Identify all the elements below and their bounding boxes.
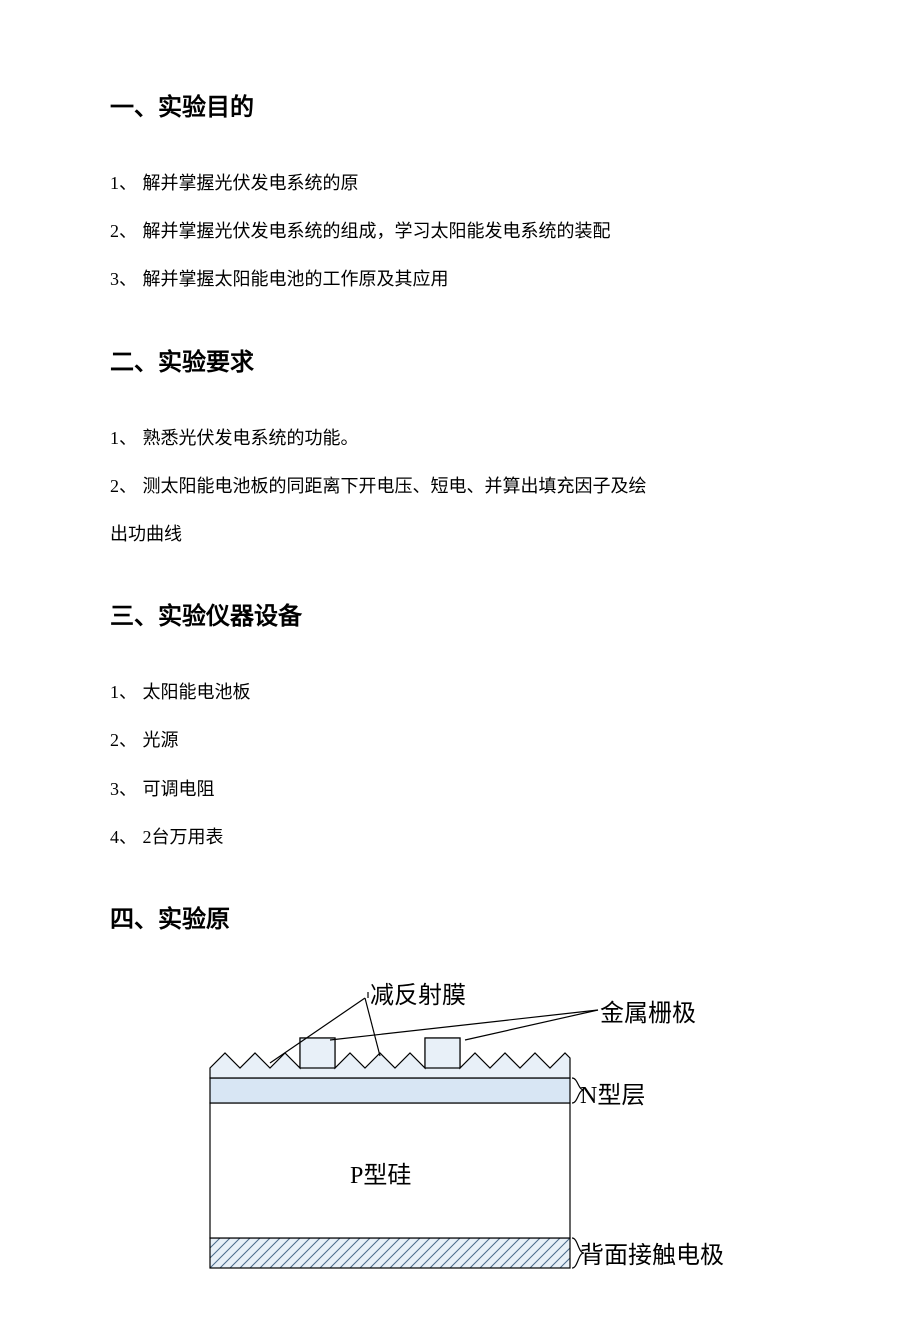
- list-2: 1、 熟悉光伏发电系统的功能。 2、 测太阳能电池板的同距离下开电压、短电、并算…: [110, 421, 810, 552]
- label-antireflect: 减反射膜: [370, 978, 466, 1014]
- list-item: 2、 测太阳能电池板的同距离下开电压、短电、并算出填充因子及绘: [110, 469, 810, 503]
- item-text: 可调电阻: [143, 779, 215, 799]
- item-text: 2台万用表: [143, 827, 224, 847]
- list-item: 3、 解并掌握太阳能电池的工作原及其应用: [110, 262, 810, 296]
- item-number: 3、: [110, 772, 138, 806]
- section-heading-3: 三、实验仪器设备: [110, 599, 810, 635]
- item-number: 1、: [110, 675, 138, 709]
- list-1: 1、 解并掌握光伏发电系统的原 2、 解并掌握光伏发电系统的组成，学习太阳能发电…: [110, 166, 810, 297]
- item-continuation: 出功曲线: [110, 517, 810, 551]
- list-item: 4、 2台万用表: [110, 820, 810, 854]
- list-item: 1、 熟悉光伏发电系统的功能。: [110, 421, 810, 455]
- item-number: 2、: [110, 723, 138, 757]
- label-p-silicon: P型硅: [350, 1158, 411, 1194]
- item-text: 解并掌握光伏发电系统的原: [143, 173, 359, 193]
- item-number: 4、: [110, 820, 138, 854]
- item-text: 光源: [143, 730, 179, 750]
- section-heading-1: 一、实验目的: [110, 90, 810, 126]
- item-text: 解并掌握光伏发电系统的组成，学习太阳能发电系统的装配: [143, 221, 611, 241]
- label-n-layer: N型层: [580, 1078, 645, 1114]
- list-item: 2、 光源: [110, 723, 810, 757]
- label-back-contact: 背面接触电极: [580, 1238, 724, 1274]
- solar-cell-diagram: 减反射膜 金属栅极 N型层 P型硅 背面接触电极: [180, 978, 740, 1278]
- item-number: 1、: [110, 421, 138, 455]
- list-item: 1、 太阳能电池板: [110, 675, 810, 709]
- list-item: 3、 可调电阻: [110, 772, 810, 806]
- item-number: 3、: [110, 262, 138, 296]
- item-text: 太阳能电池板: [143, 682, 251, 702]
- section-heading-2: 二、实验要求: [110, 345, 810, 381]
- label-metal-grid: 金属栅极: [600, 996, 696, 1032]
- item-text: 解并掌握太阳能电池的工作原及其应用: [143, 269, 449, 289]
- section-heading-4: 四、实验原: [110, 902, 810, 938]
- item-number: 2、: [110, 214, 138, 248]
- list-item: 1、 解并掌握光伏发电系统的原: [110, 166, 810, 200]
- item-number: 2、: [110, 469, 138, 503]
- item-text: 测太阳能电池板的同距离下开电压、短电、并算出填充因子及绘: [143, 476, 647, 496]
- item-text: 熟悉光伏发电系统的功能。: [143, 428, 359, 448]
- item-number: 1、: [110, 166, 138, 200]
- list-3: 1、 太阳能电池板 2、 光源 3、 可调电阻 4、 2台万用表: [110, 675, 810, 854]
- list-item: 2、 解并掌握光伏发电系统的组成，学习太阳能发电系统的装配: [110, 214, 810, 248]
